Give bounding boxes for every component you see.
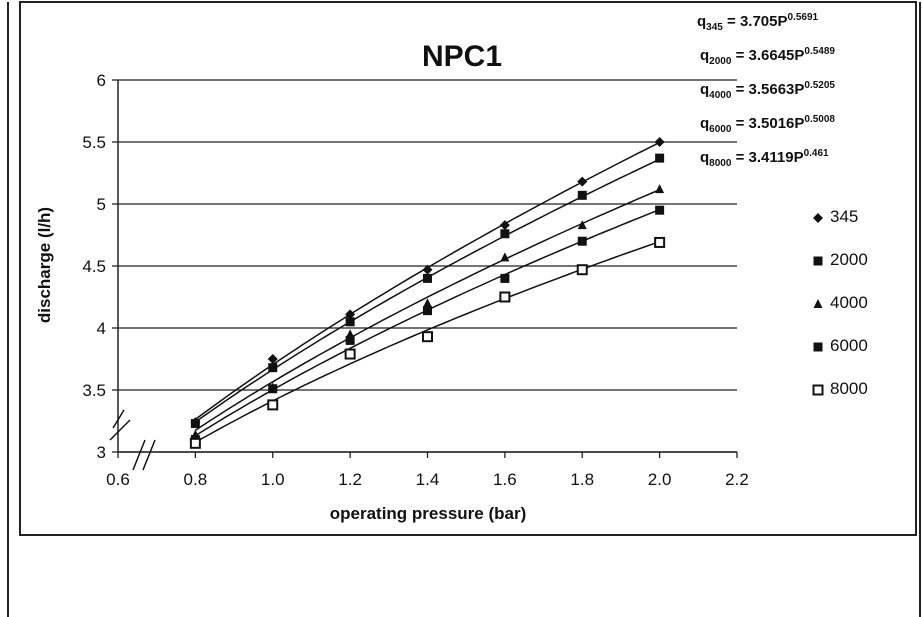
data-point-2000: [655, 153, 665, 163]
data-point-2000: [423, 273, 432, 283]
equation-rhs: = 3.5663P: [731, 81, 805, 98]
fit-equation: q6000 = 3.5016P0.5008: [700, 114, 835, 135]
legend-marker-4000: [813, 299, 823, 308]
y-tick-label: 4.5: [82, 257, 106, 276]
fit-equation: q345 = 3.705P0.5691: [697, 12, 818, 33]
data-point-6000: [577, 236, 587, 246]
x-tick-label: 1.8: [570, 470, 594, 489]
x-break-mark: [132, 439, 146, 471]
equation-sub: 345: [706, 22, 723, 33]
x-tick-label: 2.0: [648, 470, 672, 489]
data-point-345: [654, 137, 665, 147]
data-point-6000: [655, 205, 665, 215]
data-point-8000: [189, 437, 201, 449]
y-tick-label: 5.5: [82, 133, 106, 152]
legend-label-2000: 2000: [830, 250, 868, 269]
data-point-345: [267, 354, 278, 364]
legend-marker-6000: [813, 342, 823, 352]
y-break-mark: [112, 409, 125, 429]
fit-equation: q8000 = 3.4119P0.461: [700, 148, 829, 169]
data-point-2000: [268, 363, 278, 373]
legend-label-4000: 4000: [830, 293, 868, 312]
y-tick-label: 3.5: [82, 381, 106, 400]
legend-label-8000: 8000: [830, 379, 868, 398]
x-break-mark: [142, 439, 156, 471]
data-point-8000: [654, 236, 666, 248]
equation-sup: 0.5008: [804, 114, 835, 125]
equation-sub: 4000: [709, 90, 732, 101]
y-tick-label: 3: [97, 443, 106, 462]
data-point-4000: [655, 184, 665, 194]
data-point-2000: [577, 190, 587, 200]
x-tick-label: 0.8: [184, 470, 208, 489]
x-tick-label: 1.0: [261, 470, 285, 489]
x-tick-label: 2.2: [725, 470, 749, 489]
data-point-4000: [577, 220, 587, 230]
x-tick-label: 0.6: [106, 470, 130, 489]
y-tick-label: 4: [97, 319, 106, 338]
equation-sup: 0.461: [803, 148, 829, 159]
legend-marker-2000: [813, 256, 823, 266]
axis-break-marks: [109, 409, 156, 471]
x-tick-label: 1.4: [416, 470, 440, 489]
x-axis-label: operating pressure (bar): [330, 504, 527, 523]
legend-marker-8000: [812, 384, 824, 396]
fit-equation: q4000 = 3.5663P0.5205: [700, 80, 835, 101]
equation-sup: 0.5489: [804, 46, 835, 57]
data-point-2000: [500, 229, 510, 239]
equation-sup: 0.5205: [804, 80, 835, 91]
data-point-4000: [423, 298, 432, 308]
data-point-345: [422, 264, 433, 275]
data-point-8000: [576, 264, 588, 276]
legend: [812, 213, 824, 396]
data-point-2000: [345, 317, 355, 327]
equation-rhs: = 3.6645P: [731, 47, 805, 64]
legend-label-345: 345: [830, 207, 859, 226]
equation-rhs: = 3.4119P: [731, 149, 804, 166]
data-point-8000: [344, 348, 356, 360]
data-point-345: [577, 176, 588, 187]
equation-lhs: q: [700, 115, 710, 132]
data-point-4000: [500, 252, 510, 262]
legend-marker-345: [813, 213, 823, 223]
equation-rhs: = 3.705P: [722, 13, 788, 30]
data-point-8000: [267, 399, 279, 411]
x-tick-label: 1.2: [338, 470, 362, 489]
data-points: [189, 137, 666, 449]
y-axis-label: discharge (l/h): [35, 207, 54, 323]
fit-equation: q2000 = 3.6645P0.5489: [700, 46, 835, 67]
data-point-6000: [500, 273, 510, 283]
tick-labels: 3 3.5 4 4.5 5 5.5 6 0.6 0.8 1.0 1.2 1.4 1.6 1.8 2.0 2.2: [82, 71, 748, 489]
y-break-mark: [109, 419, 131, 441]
data-point-345: [499, 220, 510, 231]
equation-lhs: q: [700, 149, 710, 166]
equation-sub: 6000: [709, 124, 732, 135]
data-point-6000: [345, 335, 355, 345]
legend-label-6000: 6000: [830, 336, 868, 355]
data-point-8000: [499, 291, 511, 303]
y-tick-label: 5: [97, 195, 106, 214]
data-point-345: [345, 309, 356, 320]
equation-lhs: q: [697, 13, 707, 30]
data-point-8000: [422, 331, 433, 343]
equation-sub: 8000: [709, 158, 732, 169]
data-point-6000: [423, 306, 432, 316]
equation-sub: 2000: [709, 56, 732, 67]
chart-frame: [19, 1, 917, 536]
x-tick-label: 1.6: [493, 470, 517, 489]
y-tick-label: 6: [97, 71, 106, 90]
chart-title: NPC1: [422, 40, 502, 73]
equation-lhs: q: [700, 81, 710, 98]
equation-sup: 0.5691: [787, 12, 819, 23]
data-point-6000: [268, 384, 278, 394]
equation-rhs: = 3.5016P: [731, 115, 805, 132]
data-point-2000: [190, 418, 200, 428]
equation-lhs: q: [700, 47, 710, 64]
axes: [112, 79, 738, 458]
